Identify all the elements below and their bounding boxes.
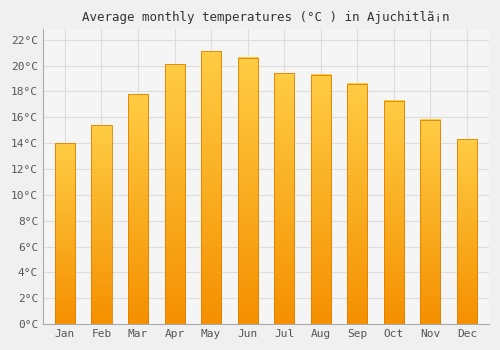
Bar bbox=[384, 100, 404, 324]
Bar bbox=[201, 51, 221, 324]
Title: Average monthly temperatures (°C ) in Ajuchitlã¡n: Average monthly temperatures (°C ) in Aj… bbox=[82, 11, 450, 24]
Bar bbox=[274, 74, 294, 324]
Bar bbox=[55, 143, 75, 324]
Bar bbox=[238, 58, 258, 324]
Bar bbox=[420, 120, 440, 324]
Bar bbox=[164, 64, 184, 324]
Bar bbox=[92, 125, 112, 324]
Bar bbox=[348, 84, 368, 324]
Bar bbox=[128, 94, 148, 324]
Bar bbox=[457, 139, 477, 324]
Bar bbox=[310, 75, 331, 324]
